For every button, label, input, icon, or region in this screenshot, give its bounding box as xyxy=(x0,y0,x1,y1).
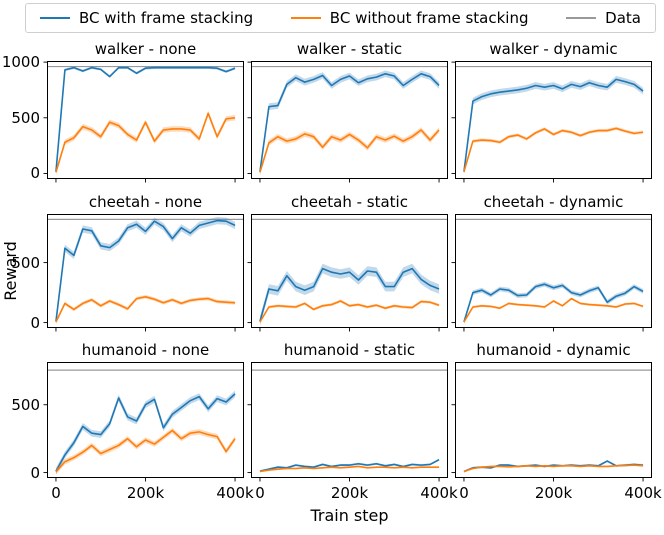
plot-canvas xyxy=(247,214,448,332)
subplot-humanoid-static: humanoid - static 0 200k 400k xyxy=(247,341,458,502)
plot-canvas xyxy=(451,214,652,332)
x-tick-label: 0 xyxy=(459,484,469,502)
series-line xyxy=(463,127,644,172)
x-tick-label: 200k xyxy=(330,484,369,502)
plot-canvas xyxy=(247,362,448,482)
subplot-title: humanoid - dynamic xyxy=(476,341,631,359)
series-line xyxy=(259,458,440,472)
confidence-band xyxy=(463,281,644,325)
axes-frame xyxy=(455,214,652,328)
subplot-title: cheetah - none xyxy=(88,193,203,211)
subplot-cheetah-dynamic: cheetah - dynamic xyxy=(451,193,652,332)
series-line xyxy=(55,219,236,322)
subplot-title: humanoid - static xyxy=(283,341,416,359)
x-tick-label: 200k xyxy=(126,484,165,502)
legend-item-data: Data xyxy=(566,9,641,27)
series-line xyxy=(55,112,236,173)
y-tick-label: 0 xyxy=(30,313,40,332)
subplot-cheetah-static: cheetah - static xyxy=(247,193,448,332)
subplot-title: walker - static xyxy=(296,40,403,58)
series-line xyxy=(55,393,236,472)
subplot-humanoid-dynamic: humanoid - dynamic 0 200k 400k xyxy=(451,341,662,502)
y-tick-label: 500 xyxy=(11,108,40,127)
subplot-walker-dynamic: walker - dynamic xyxy=(451,40,652,183)
legend-item-bc-without-frame-stacking: BC without frame stacking xyxy=(290,9,529,27)
axes-frame xyxy=(47,61,244,179)
axes-frame xyxy=(455,362,652,478)
subplot-walker-none: walker - none 0 500 1000 xyxy=(2,40,244,183)
x-tick-label: 400k xyxy=(624,484,662,502)
plot-canvas xyxy=(43,362,244,482)
series-line xyxy=(463,283,644,323)
plot-canvas xyxy=(451,362,652,482)
x-tick-label: 0 xyxy=(51,484,61,502)
x-axis-label: Train step xyxy=(310,506,389,525)
legend: BC with frame stacking BC without frame … xyxy=(25,3,656,33)
subplot-title: walker - dynamic xyxy=(489,40,618,58)
plot-canvas xyxy=(43,214,244,332)
confidence-band xyxy=(259,299,440,324)
axes-frame xyxy=(251,61,448,179)
gray-line-swatch-icon xyxy=(566,17,597,19)
plot-canvas xyxy=(247,61,448,183)
series-line xyxy=(463,464,644,473)
blue-line-swatch-icon xyxy=(40,17,70,19)
axes-frame xyxy=(251,214,448,328)
confidence-band xyxy=(259,263,440,327)
series-line xyxy=(55,66,236,172)
legend-label: BC with frame stacking xyxy=(79,9,254,27)
plot-canvas xyxy=(43,61,244,183)
confidence-band xyxy=(259,127,440,176)
subplot-humanoid-none: humanoid - none 0 500 0 200k 400k xyxy=(11,341,253,502)
legend-item-bc-with-frame-stacking: BC with frame stacking xyxy=(40,9,253,27)
y-tick-label: 500 xyxy=(11,253,40,272)
x-tick-label: 400k xyxy=(420,484,458,502)
orange-line-swatch-icon xyxy=(290,17,321,19)
y-tick-label: 1000 xyxy=(1,53,40,72)
confidence-band xyxy=(463,76,644,176)
confidence-band xyxy=(55,217,236,325)
axes-frame xyxy=(47,214,244,328)
confidence-band xyxy=(55,110,236,176)
series-line xyxy=(259,73,440,172)
x-tick-label: 400k xyxy=(216,484,254,502)
series-line xyxy=(55,429,236,473)
subplot-cheetah-none: cheetah - none 0 500 xyxy=(11,193,244,332)
series-line xyxy=(463,297,644,323)
confidence-band xyxy=(463,126,644,174)
series-line xyxy=(259,267,440,322)
series-line xyxy=(463,78,644,172)
subplot-title: cheetah - dynamic xyxy=(483,193,624,211)
y-tick-label: 0 xyxy=(30,463,40,482)
axes-frame xyxy=(455,61,652,179)
subplot-walker-static: walker - static xyxy=(247,40,448,183)
series-line xyxy=(55,296,236,323)
series-line xyxy=(259,300,440,323)
y-tick-label: 500 xyxy=(11,395,40,414)
subplot-title: walker - none xyxy=(94,40,197,58)
x-tick-label: 200k xyxy=(534,484,573,502)
axes-frame xyxy=(251,362,448,478)
y-tick-label: 0 xyxy=(30,164,40,183)
series-line xyxy=(259,465,440,473)
legend-label: BC without frame stacking xyxy=(329,9,529,27)
subplot-title: humanoid - none xyxy=(81,341,210,359)
subplot-title: cheetah - static xyxy=(291,193,408,211)
x-tick-label: 0 xyxy=(255,484,265,502)
legend-label: Data xyxy=(605,9,641,27)
plot-canvas xyxy=(451,61,652,183)
axes-frame xyxy=(47,362,244,478)
series-line xyxy=(259,129,440,173)
